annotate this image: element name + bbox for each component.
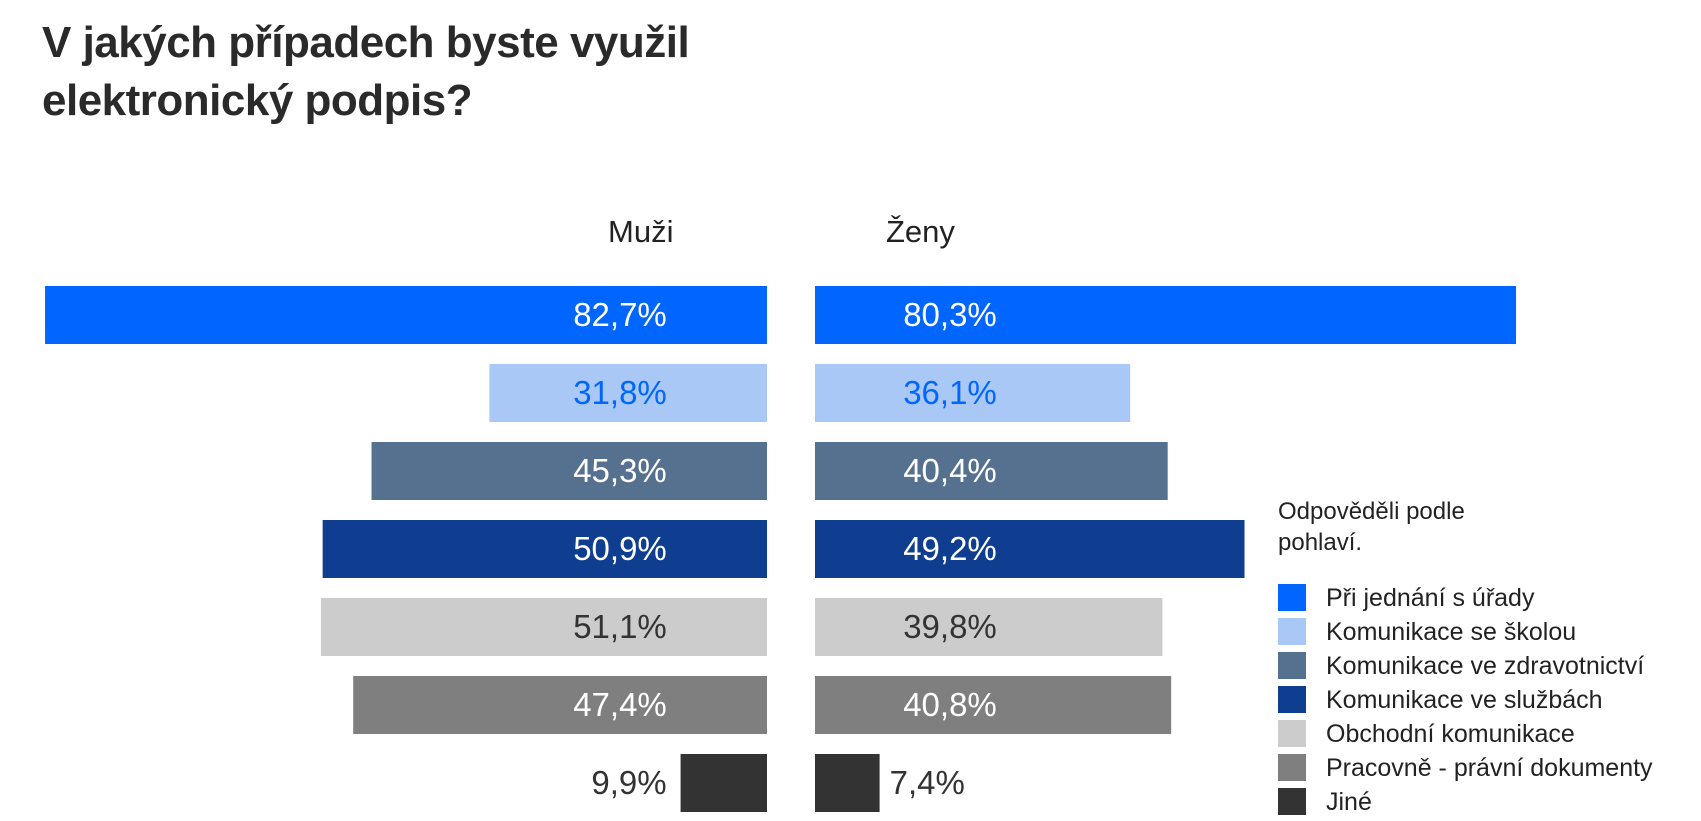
legend-swatch-1 <box>1278 618 1306 645</box>
bar-men-4 <box>320 598 767 656</box>
legend-label-4: Obchodní komunikace <box>1326 720 1575 748</box>
label-women-0: 80,3% <box>903 296 997 333</box>
legend-label-5: Pracovně - právní dokumenty <box>1326 754 1653 782</box>
bar-women-4 <box>815 598 1163 656</box>
bar-women-1 <box>815 364 1131 422</box>
bar-women-3 <box>815 520 1245 578</box>
legend-swatch-0 <box>1278 584 1306 611</box>
bar-men-1 <box>489 364 767 422</box>
bar-men-2 <box>371 442 767 500</box>
legend-note-line-1: Odpověděli podle <box>1278 498 1465 525</box>
label-men-6: 9,9% <box>591 764 666 801</box>
label-men-4: 51,1% <box>573 608 667 645</box>
label-men-1: 31,8% <box>573 374 667 411</box>
legend-note-line-2: pohlaví. <box>1278 529 1363 556</box>
bar-men-0 <box>45 286 768 344</box>
bar-women-0 <box>815 286 1517 344</box>
legend-swatch-5 <box>1278 754 1306 781</box>
chart-title-line-2: elektronický podpis? <box>42 76 473 125</box>
legend-swatch-3 <box>1278 686 1306 713</box>
chart-title: V jakých případech byste využil elektron… <box>42 14 942 130</box>
legend-label-3: Komunikace ve službách <box>1326 686 1603 714</box>
bar-men-5 <box>353 676 767 734</box>
chart-title-line-1: V jakých případech byste využil <box>42 18 690 67</box>
legend-label-6: Jiné <box>1326 788 1372 816</box>
label-men-3: 50,9% <box>573 530 667 567</box>
label-women-4: 39,8% <box>903 608 997 645</box>
legend-note: Odpověděli podle pohlaví. <box>1278 496 1578 558</box>
legend-label-1: Komunikace se školou <box>1326 618 1577 646</box>
legend-swatch-6 <box>1278 788 1306 815</box>
bar-women-5 <box>815 676 1172 734</box>
bar-women-2 <box>815 442 1168 500</box>
legend-swatch-4 <box>1278 720 1306 747</box>
group-label-women: Ženy <box>886 214 955 249</box>
legend-label-0: Při jednání s úřady <box>1326 584 1535 612</box>
bar-women-6 <box>815 754 880 812</box>
label-men-0: 82,7% <box>573 296 667 333</box>
label-women-1: 36,1% <box>903 374 997 411</box>
bar-men-6 <box>680 754 767 812</box>
legend-swatch-2 <box>1278 652 1306 679</box>
label-women-5: 40,8% <box>903 686 997 723</box>
legend-label-2: Komunikace ve zdravotnictví <box>1326 652 1645 680</box>
label-men-5: 47,4% <box>573 686 667 723</box>
bar-men-3 <box>322 520 767 578</box>
label-women-3: 49,2% <box>903 530 997 567</box>
label-women-2: 40,4% <box>903 452 997 489</box>
label-men-2: 45,3% <box>573 452 667 489</box>
group-label-men: Muži <box>608 214 674 249</box>
label-women-6: 7,4% <box>890 764 965 801</box>
